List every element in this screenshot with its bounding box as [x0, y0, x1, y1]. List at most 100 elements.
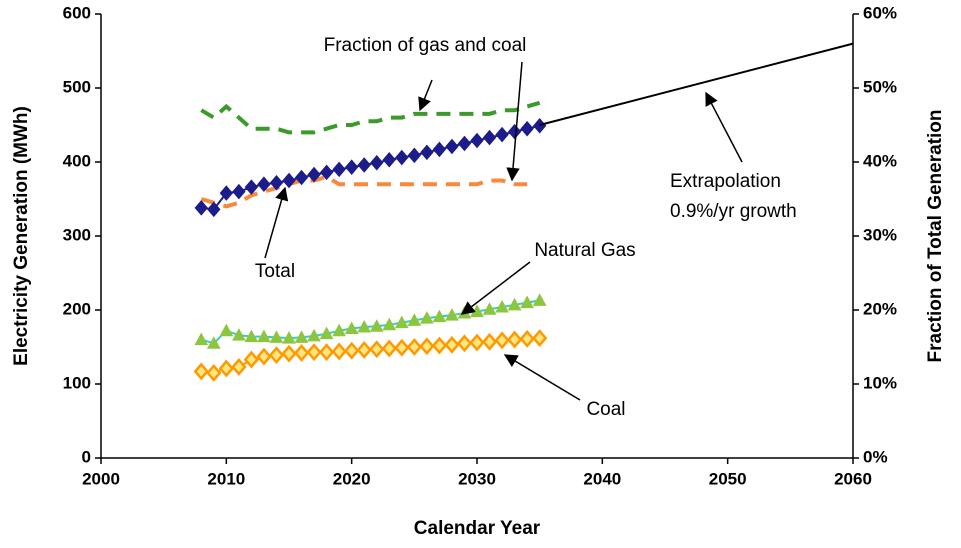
series-line — [200, 174, 528, 209]
data-point — [206, 363, 222, 382]
data-point — [519, 329, 535, 348]
data-point — [407, 147, 421, 164]
data-point — [319, 326, 334, 340]
data-point — [332, 323, 346, 337]
data-point — [520, 120, 534, 137]
data-point — [344, 321, 359, 334]
data-point — [282, 172, 296, 189]
series-line — [200, 299, 540, 345]
data-point — [520, 295, 534, 309]
data-point — [381, 339, 397, 358]
data-point — [356, 341, 372, 359]
data-point — [219, 323, 234, 337]
data-point — [495, 126, 509, 143]
data-point — [445, 308, 459, 321]
data-point — [482, 129, 497, 146]
data-point — [395, 149, 409, 166]
data-point — [456, 334, 473, 353]
data-point — [318, 343, 335, 362]
data-point — [407, 313, 422, 326]
annotation: Total — [255, 261, 295, 282]
data-point — [394, 315, 409, 329]
data-point — [319, 164, 334, 181]
x-axis-title: Calendar Year — [414, 518, 541, 539]
data-point — [420, 144, 434, 161]
data-point — [482, 302, 497, 315]
data-point — [495, 299, 509, 313]
y2-tick-label: 10% — [863, 373, 897, 392]
data-point — [532, 293, 547, 306]
y-tick-label: 100 — [63, 373, 91, 392]
data-point — [419, 337, 435, 356]
data-point — [219, 185, 233, 201]
data-point — [331, 342, 347, 361]
annotation: Coal — [586, 399, 625, 420]
y-tick-label: 600 — [63, 3, 91, 22]
annotation: Fraction of gas and coal — [324, 35, 527, 56]
data-point — [231, 358, 247, 376]
data-point — [432, 309, 447, 323]
annotation: 0.9%/yr growth — [670, 201, 797, 222]
y-tick-label: 500 — [63, 77, 91, 96]
y-tick-label: 300 — [63, 225, 91, 244]
data-point — [469, 333, 485, 352]
annotation-arrow — [264, 186, 289, 259]
annotation: Natural Gas — [534, 240, 635, 261]
data-point — [194, 200, 208, 216]
series-line — [539, 42, 854, 126]
data-point — [345, 159, 359, 175]
data-point — [194, 332, 209, 346]
data-point — [445, 138, 459, 155]
data-point — [294, 330, 309, 343]
x-tick-label: 2030 — [458, 469, 496, 488]
data-point — [406, 338, 422, 356]
data-point — [281, 344, 297, 363]
data-point — [369, 340, 385, 359]
data-point — [218, 359, 234, 378]
data-point — [369, 319, 384, 332]
data-point — [307, 328, 321, 342]
data-point — [268, 346, 285, 365]
data-point — [207, 201, 221, 218]
data-point — [457, 135, 472, 152]
data-point — [394, 338, 410, 357]
y-tick-label: 400 — [63, 151, 91, 170]
y2-tick-label: 0% — [863, 447, 888, 466]
annotation: Extrapolation — [670, 171, 781, 192]
data-point — [257, 176, 271, 192]
data-point — [244, 179, 259, 195]
data-point — [232, 328, 246, 341]
data-point — [257, 329, 271, 343]
annotation-arrow — [460, 261, 531, 315]
data-point — [282, 331, 296, 344]
data-point — [507, 297, 522, 311]
annotation-arrow — [506, 61, 523, 182]
y-tick-label: 0 — [82, 447, 91, 466]
data-point — [506, 330, 523, 349]
y-tick-label: 200 — [63, 299, 91, 318]
data-point — [481, 332, 498, 351]
annotation-arrow — [705, 91, 743, 163]
data-point — [206, 336, 221, 349]
annotation-arrow — [503, 354, 581, 401]
data-point — [420, 311, 434, 324]
data-point — [382, 152, 396, 168]
y2-tick-label: 30% — [863, 225, 897, 244]
data-point — [256, 347, 272, 366]
data-point — [232, 183, 246, 200]
data-point — [243, 350, 260, 369]
data-point — [244, 329, 259, 343]
data-point — [432, 141, 447, 158]
data-point — [507, 123, 522, 140]
y2-tick-label: 20% — [863, 299, 897, 318]
data-point — [444, 335, 460, 354]
data-point — [357, 157, 371, 173]
data-point — [332, 161, 346, 178]
x-tick-label: 2010 — [207, 469, 245, 488]
data-point — [193, 362, 209, 381]
data-point — [344, 341, 360, 360]
data-point — [293, 343, 310, 362]
data-point — [470, 132, 484, 149]
